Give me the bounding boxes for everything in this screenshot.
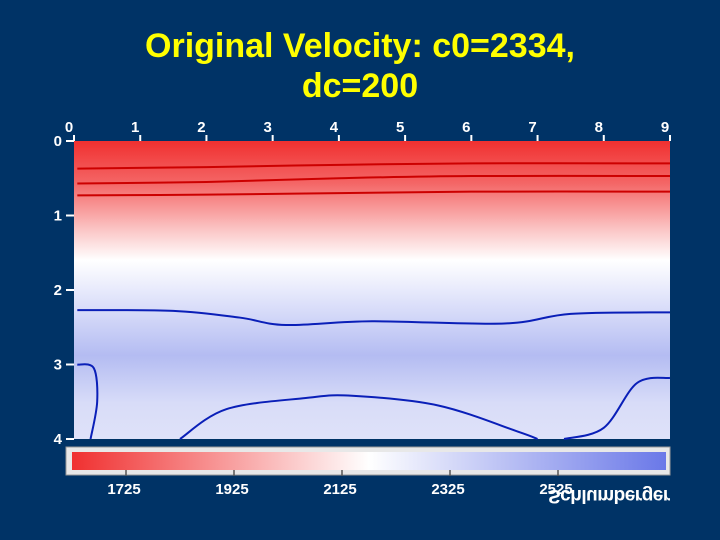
y-tick-label: 2 <box>54 282 62 299</box>
chart-title: Original Velocity: c0=2334, dc=200 <box>0 26 720 106</box>
x-tick-label: 2 <box>197 119 205 136</box>
x-tick-label: 0 <box>65 119 73 136</box>
contour-line <box>77 190 671 197</box>
contour-line <box>563 376 671 440</box>
colorbar: 1725 1925 2125 2325 2525 <box>65 446 671 498</box>
schlumberger-logo: Schlumberger <box>548 485 670 506</box>
x-tick-label: 3 <box>263 119 271 136</box>
y-tick-label: 3 <box>54 357 62 374</box>
contour-line <box>77 162 671 170</box>
x-tick-label: 5 <box>396 119 404 136</box>
y-tick-label: 0 <box>54 133 62 150</box>
x-axis: 0 1 2 3 4 5 6 7 8 9 <box>65 119 671 141</box>
velocity-field <box>74 141 670 439</box>
colorbar-tick-label: 1725 <box>107 481 140 498</box>
colorbar-tick-label: 2125 <box>323 481 356 498</box>
y-tick-label: 4 <box>54 431 63 448</box>
contour-line <box>77 309 671 327</box>
colorbar-tick-label: 1925 <box>215 481 248 498</box>
x-tick-label: 1 <box>131 119 139 136</box>
x-tick-label: 9 <box>661 119 669 136</box>
x-tick-label: 6 <box>462 119 470 136</box>
colorbar-gradient <box>72 452 666 470</box>
y-axis: 0 1 2 3 4 <box>54 133 74 448</box>
colorbar-tick-label: 2325 <box>431 481 464 498</box>
contour-line <box>77 363 99 440</box>
contour-line <box>179 394 538 440</box>
chart-title-line-2: dc=200 <box>301 67 419 105</box>
y-tick-label: 1 <box>54 208 62 225</box>
contour-line <box>77 174 671 185</box>
colorbar-tick-label: 2525 <box>539 481 572 498</box>
x-tick-label: 4 <box>330 119 339 136</box>
x-tick-label: 7 <box>528 119 536 136</box>
contour-lines <box>77 162 671 440</box>
chart-title-line-1: Original Velocity: c0=2334, <box>145 27 575 65</box>
x-tick-label: 8 <box>595 119 603 136</box>
